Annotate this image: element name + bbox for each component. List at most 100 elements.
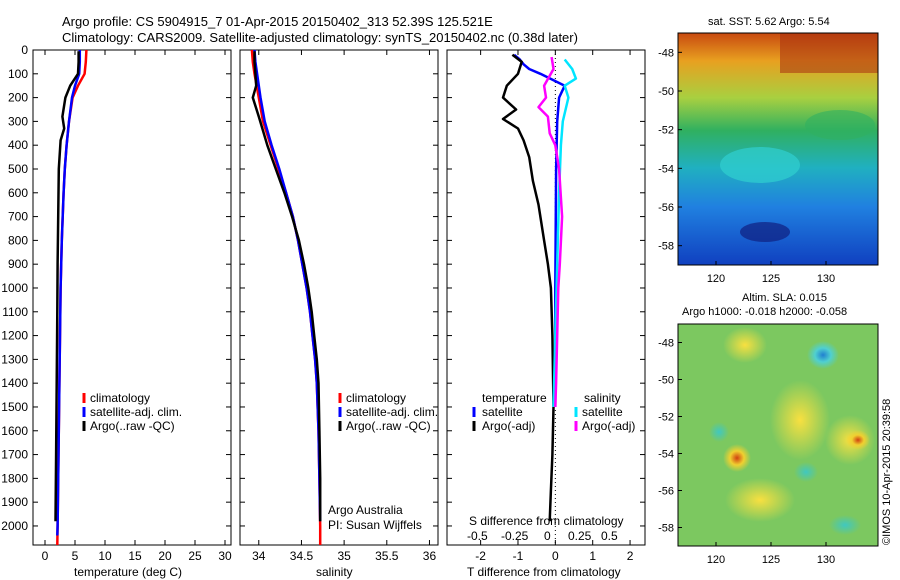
map-lat-label: -50 xyxy=(658,375,674,387)
x-tick-label: 34 xyxy=(252,549,266,563)
sla-yellow-patch xyxy=(723,327,767,363)
legend-label-s-satellite: satellite xyxy=(582,405,623,419)
depth-tick-label: 2000 xyxy=(1,519,28,533)
map-lat-label: -48 xyxy=(658,338,674,350)
depth-tick-label: 0 xyxy=(21,43,28,57)
map-lat-label: -58 xyxy=(658,523,674,535)
sla-red-patch xyxy=(846,430,870,450)
s-tick-label-2: -0.25 xyxy=(501,529,529,543)
map-lon-label: 130 xyxy=(817,554,835,566)
header-line-2: Climatology: CARS2009. Satellite-adjuste… xyxy=(62,30,578,45)
legend-title-temperature: temperature xyxy=(482,391,547,405)
x-tick-label: 1 xyxy=(589,549,596,563)
depth-tick-label: 1100 xyxy=(2,305,28,319)
legend-label-climatology: climatology xyxy=(346,391,406,405)
sla-cyan-patch xyxy=(794,462,818,482)
depth-tick-label: 500 xyxy=(8,162,28,176)
depth-tick-label: 800 xyxy=(8,233,28,247)
sst-green-patch xyxy=(805,110,875,140)
pi-note: PI: Susan Wijffels xyxy=(328,518,422,532)
sla-cyan-patch xyxy=(829,515,861,535)
legend-label-climatology: climatology xyxy=(90,391,150,405)
x-tick-label: -2 xyxy=(475,549,486,563)
sst-map-axes: -48 -50 -52 -54 -56 -58 120 125 130 xyxy=(658,47,835,285)
legend-label-argo: Argo(..raw -QC) xyxy=(90,419,175,433)
depth-tick-label: 200 xyxy=(8,91,28,105)
depth-tick-label: 400 xyxy=(8,138,28,152)
map-lat-label: -56 xyxy=(658,202,674,214)
s-difference-label: S difference from climatology xyxy=(469,514,624,528)
sla-cyan-patch xyxy=(709,422,729,442)
x-tick-label: 0 xyxy=(42,549,49,563)
map-lon-label: 125 xyxy=(762,554,780,566)
sst-map xyxy=(677,32,879,266)
difference-panel-frame xyxy=(446,49,646,546)
x-tick-label: -1 xyxy=(513,549,524,563)
temperature-legend: climatology satellite-adj. clim. Argo(..… xyxy=(82,391,182,433)
map-lat-label: -56 xyxy=(658,486,674,498)
sla-map-frame xyxy=(677,323,879,547)
series-line-argo-raw-qc xyxy=(251,51,322,522)
depth-tick-label: 700 xyxy=(8,210,28,224)
depth-tick-label: 1000 xyxy=(1,281,28,295)
depth-axis: 0 100 200 300 400 500 600 700 800 900 1000 1100 1200… xyxy=(1,43,645,533)
s-tick-label-5: 0.5 xyxy=(601,529,618,543)
map-lon-label: 120 xyxy=(707,554,725,566)
difference-axis-label: T difference from climatology xyxy=(467,565,621,579)
map-lon-label: 125 xyxy=(762,273,780,285)
legend-label-argo: Argo(..raw -QC) xyxy=(346,419,431,433)
depth-tick-label: 1700 xyxy=(1,448,28,462)
map-lon-label: 120 xyxy=(707,273,725,285)
x-tick-label: 15 xyxy=(128,549,142,563)
depth-tick-label: 300 xyxy=(8,114,28,128)
map-lat-label: -54 xyxy=(658,449,674,461)
depth-tick-label: 1200 xyxy=(1,329,28,343)
salinity-panel-frame xyxy=(239,49,439,546)
map-lat-label: -50 xyxy=(658,86,674,98)
map-lon-label: 130 xyxy=(817,273,835,285)
series-line-salinity-argo-adj xyxy=(537,56,564,408)
legend-label-s-argo: Argo(-adj) xyxy=(582,419,635,433)
sla-blue-patch xyxy=(807,341,839,369)
legend-label-t-argo: Argo(-adj) xyxy=(482,419,535,433)
sla-yellow-patch xyxy=(770,380,830,460)
x-tick-label: 35.5 xyxy=(375,549,399,563)
temperature-axis-label: temperature (deg C) xyxy=(74,565,182,579)
depth-tick-label: 1800 xyxy=(1,471,28,485)
depth-tick-label: 1600 xyxy=(1,424,28,438)
series-line-temperature-argo-adj xyxy=(501,53,555,522)
s-tick-label-3: 0 xyxy=(544,529,551,543)
sst-warm-patch xyxy=(780,33,878,73)
x-tick-label: 25 xyxy=(188,549,202,563)
depth-tick-label: 600 xyxy=(8,186,28,200)
panel-x-axes: 0 5 10 15 20 25 30 34 34.5 35 35.5 36 -2 -1 0 1 2 xyxy=(42,50,634,563)
sla-red-patch xyxy=(723,444,751,472)
sst-cyan-patch xyxy=(720,147,800,183)
legend-title-salinity: salinity xyxy=(584,391,621,405)
x-tick-label: 35 xyxy=(337,549,351,563)
depth-tick-label: 100 xyxy=(8,67,28,81)
sla-map-title-2: Argo h1000: -0.018 h2000: -0.058 xyxy=(682,306,847,318)
s-tick-label-1: -0.5 xyxy=(467,529,488,543)
map-lat-label: -48 xyxy=(658,47,674,59)
sst-dark-patch xyxy=(740,222,790,242)
s-tick-label-4: 0.25 xyxy=(568,529,592,543)
series-line-argo-raw-qc xyxy=(54,51,80,522)
map-lat-label: -52 xyxy=(658,125,674,137)
x-tick-label: 30 xyxy=(218,549,232,563)
sla-yellow-patch xyxy=(725,478,795,522)
x-tick-label: 2 xyxy=(627,549,634,563)
sla-map xyxy=(677,323,879,547)
map-lat-label: -54 xyxy=(658,163,674,175)
depth-tick-label: 1300 xyxy=(1,352,28,366)
series-line-satellite-adj-clim xyxy=(253,49,322,522)
x-tick-label: 20 xyxy=(158,549,172,563)
map-lat-label: -52 xyxy=(658,412,674,424)
argo-australia-note: Argo Australia xyxy=(328,503,403,517)
difference-legend: temperature satellite Argo(-adj) salinit… xyxy=(467,391,635,543)
map-lat-label: -58 xyxy=(658,241,674,253)
x-tick-label: 36 xyxy=(423,549,437,563)
depth-tick-label: 1500 xyxy=(1,400,28,414)
depth-tick-label: 1900 xyxy=(1,495,28,509)
